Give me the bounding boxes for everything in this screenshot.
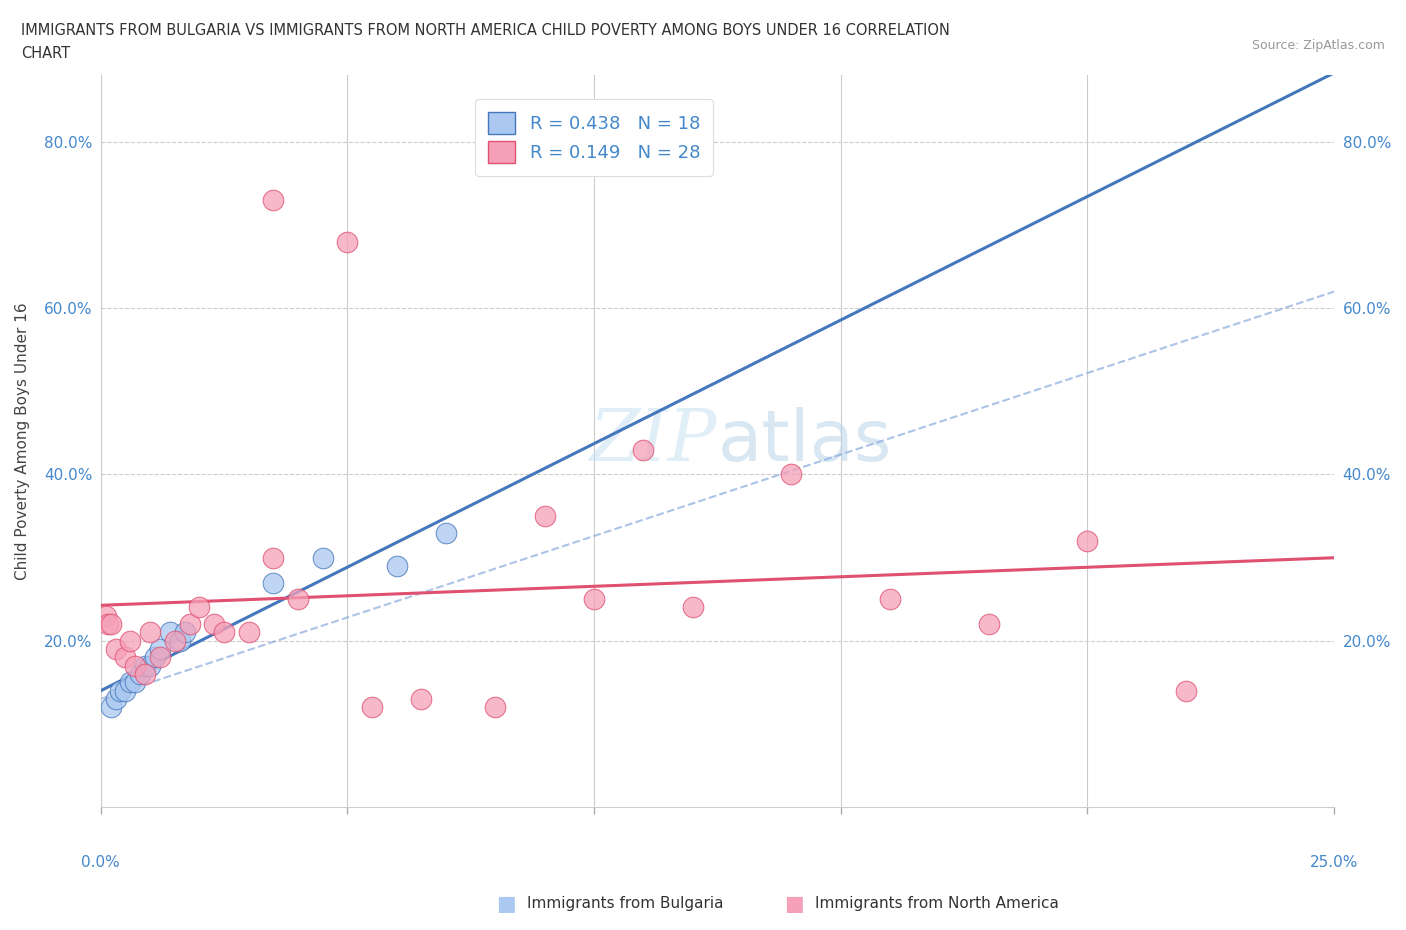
- Y-axis label: Child Poverty Among Boys Under 16: Child Poverty Among Boys Under 16: [15, 302, 30, 580]
- Point: [159, 625, 181, 640]
- Point: [336, 234, 359, 249]
- Point: [149, 642, 172, 657]
- Point: [202, 617, 225, 631]
- Text: ■: ■: [496, 894, 516, 914]
- Point: [287, 591, 309, 606]
- Point: [169, 633, 191, 648]
- Point: [238, 625, 260, 640]
- Point: [879, 591, 901, 606]
- Point: [114, 650, 136, 665]
- Point: [120, 675, 142, 690]
- Point: [633, 442, 655, 457]
- Text: atlas: atlas: [717, 406, 891, 476]
- Point: [94, 608, 117, 623]
- Point: [139, 658, 162, 673]
- Point: [212, 625, 235, 640]
- Text: ZIP: ZIP: [591, 405, 717, 476]
- Point: [780, 467, 803, 482]
- Point: [104, 691, 127, 706]
- Point: [434, 525, 457, 540]
- Point: [100, 617, 122, 631]
- Point: [163, 633, 186, 648]
- Legend: R = 0.438   N = 18, R = 0.149   N = 28: R = 0.438 N = 18, R = 0.149 N = 28: [475, 100, 713, 176]
- Point: [139, 625, 162, 640]
- Text: Immigrants from Bulgaria: Immigrants from Bulgaria: [527, 897, 724, 911]
- Point: [1076, 534, 1098, 549]
- Point: [134, 658, 156, 673]
- Point: [977, 617, 1000, 631]
- Point: [104, 642, 127, 657]
- Text: 25.0%: 25.0%: [1310, 855, 1358, 870]
- Text: Source: ZipAtlas.com: Source: ZipAtlas.com: [1251, 39, 1385, 52]
- Point: [120, 633, 142, 648]
- Text: 0.0%: 0.0%: [82, 855, 120, 870]
- Point: [173, 625, 195, 640]
- Point: [682, 600, 704, 615]
- Text: Immigrants from North America: Immigrants from North America: [815, 897, 1059, 911]
- Text: ■: ■: [785, 894, 804, 914]
- Point: [1175, 684, 1198, 698]
- Point: [583, 591, 606, 606]
- Point: [262, 575, 284, 590]
- Point: [188, 600, 211, 615]
- Point: [110, 684, 132, 698]
- Text: CHART: CHART: [21, 46, 70, 61]
- Point: [484, 699, 506, 714]
- Point: [533, 509, 555, 524]
- Point: [312, 551, 335, 565]
- Point: [262, 551, 284, 565]
- Point: [129, 667, 152, 682]
- Point: [143, 650, 166, 665]
- Point: [100, 699, 122, 714]
- Point: [385, 558, 408, 573]
- Point: [114, 684, 136, 698]
- Point: [149, 650, 172, 665]
- Point: [134, 667, 156, 682]
- Point: [124, 658, 146, 673]
- Point: [124, 675, 146, 690]
- Text: IMMIGRANTS FROM BULGARIA VS IMMIGRANTS FROM NORTH AMERICA CHILD POVERTY AMONG BO: IMMIGRANTS FROM BULGARIA VS IMMIGRANTS F…: [21, 23, 950, 38]
- Point: [411, 691, 433, 706]
- Point: [262, 193, 284, 207]
- Point: [97, 617, 120, 631]
- Point: [179, 617, 201, 631]
- Point: [361, 699, 384, 714]
